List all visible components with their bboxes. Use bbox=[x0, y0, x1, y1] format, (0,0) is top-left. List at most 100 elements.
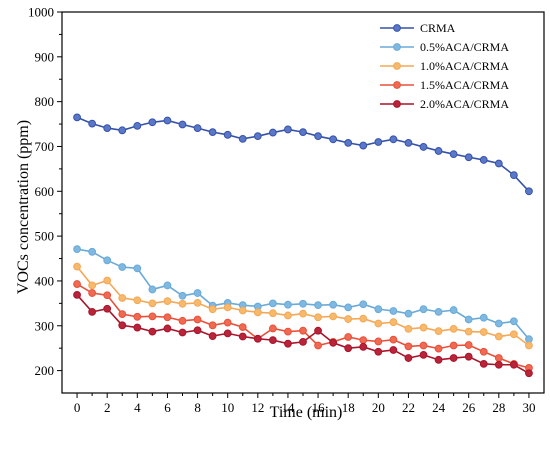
data-point-3-1 bbox=[88, 289, 97, 297]
legend-marker-4 bbox=[393, 100, 401, 108]
data-point-3-18 bbox=[344, 333, 353, 341]
data-point-4-24 bbox=[434, 355, 443, 364]
data-point-0-0 bbox=[73, 113, 81, 122]
data-point-3-2 bbox=[103, 291, 112, 300]
data-point-2-14 bbox=[284, 311, 292, 320]
data-point-4-20 bbox=[374, 347, 383, 356]
legend-marker-2 bbox=[393, 62, 401, 70]
data-point-1-27 bbox=[479, 313, 488, 322]
data-point-0-30 bbox=[525, 187, 533, 196]
data-point-3-26 bbox=[464, 341, 473, 349]
data-point-4-29 bbox=[509, 360, 518, 369]
data-point-1-13 bbox=[268, 299, 277, 308]
y-tick-label: 500 bbox=[35, 229, 55, 244]
data-point-0-17 bbox=[329, 135, 338, 144]
data-point-3-14 bbox=[284, 327, 292, 336]
data-point-4-27 bbox=[479, 359, 488, 368]
data-point-3-9 bbox=[208, 321, 217, 330]
data-point-4-10 bbox=[223, 329, 232, 338]
data-point-0-29 bbox=[509, 171, 518, 180]
data-point-4-1 bbox=[88, 307, 97, 316]
x-tick-label: 26 bbox=[462, 400, 476, 415]
data-point-1-20 bbox=[374, 305, 383, 314]
y-tick-label: 300 bbox=[35, 318, 55, 333]
data-point-2-21 bbox=[389, 318, 398, 327]
data-point-1-6 bbox=[163, 281, 172, 290]
data-point-0-12 bbox=[253, 132, 262, 141]
data-point-2-29 bbox=[509, 330, 518, 339]
y-axis-title: VOCs concentration (ppm) bbox=[15, 120, 32, 294]
data-point-4-11 bbox=[238, 332, 247, 341]
data-point-1-0 bbox=[73, 245, 81, 254]
data-point-2-6 bbox=[163, 297, 172, 306]
data-point-3-28 bbox=[494, 354, 503, 362]
data-point-1-3 bbox=[118, 263, 127, 271]
data-point-3-11 bbox=[238, 323, 247, 332]
data-point-1-2 bbox=[103, 256, 112, 265]
data-point-2-17 bbox=[329, 312, 338, 321]
legend-marker-3 bbox=[393, 81, 401, 89]
y-tick-label: 1000 bbox=[28, 5, 54, 20]
data-point-2-4 bbox=[133, 296, 142, 305]
data-point-2-18 bbox=[344, 315, 353, 323]
data-point-4-17 bbox=[329, 338, 338, 347]
data-point-4-2 bbox=[103, 304, 112, 313]
data-point-1-24 bbox=[434, 307, 443, 316]
data-point-3-20 bbox=[374, 337, 383, 346]
legend-label-3: 1.5%ACA/CRMA bbox=[420, 78, 509, 92]
y-tick-label: 200 bbox=[35, 363, 55, 378]
data-point-0-11 bbox=[238, 134, 247, 143]
data-point-0-23 bbox=[419, 143, 428, 151]
data-point-2-0 bbox=[73, 262, 81, 271]
data-point-0-21 bbox=[389, 135, 398, 144]
x-tick-label: 12 bbox=[251, 400, 264, 415]
data-point-2-30 bbox=[525, 341, 533, 350]
data-point-1-15 bbox=[299, 299, 307, 308]
data-point-4-9 bbox=[208, 332, 217, 340]
data-point-4-16 bbox=[314, 326, 322, 335]
data-point-3-10 bbox=[223, 318, 232, 327]
x-tick-label: 20 bbox=[372, 400, 385, 415]
data-point-0-4 bbox=[133, 121, 142, 130]
data-point-3-4 bbox=[133, 312, 142, 321]
data-point-2-7 bbox=[178, 299, 187, 308]
y-tick-label: 800 bbox=[35, 94, 55, 109]
data-point-0-13 bbox=[268, 128, 277, 137]
data-point-3-3 bbox=[118, 310, 127, 319]
data-point-0-6 bbox=[163, 116, 172, 125]
data-point-2-27 bbox=[479, 328, 488, 336]
x-tick-label: 8 bbox=[194, 400, 201, 415]
data-point-4-19 bbox=[359, 342, 368, 351]
data-point-0-7 bbox=[178, 120, 187, 129]
data-point-4-23 bbox=[419, 351, 428, 359]
y-tick-label: 900 bbox=[35, 49, 55, 64]
data-point-2-20 bbox=[374, 319, 383, 328]
x-tick-label: 28 bbox=[492, 400, 505, 415]
data-point-2-2 bbox=[103, 276, 112, 285]
data-point-1-17 bbox=[329, 300, 338, 309]
data-point-2-26 bbox=[464, 327, 473, 336]
data-point-0-9 bbox=[208, 128, 217, 137]
data-point-4-3 bbox=[118, 321, 127, 330]
x-tick-label: 6 bbox=[164, 400, 171, 415]
data-point-3-7 bbox=[178, 316, 187, 325]
data-point-3-16 bbox=[314, 341, 322, 350]
data-point-2-12 bbox=[253, 308, 262, 317]
data-point-4-25 bbox=[449, 354, 458, 362]
data-point-4-26 bbox=[464, 352, 473, 361]
data-point-0-15 bbox=[299, 128, 307, 137]
data-point-1-29 bbox=[509, 317, 518, 326]
data-point-3-0 bbox=[73, 280, 81, 288]
data-point-3-15 bbox=[299, 326, 307, 335]
y-tick-label: 400 bbox=[35, 273, 55, 288]
data-point-3-24 bbox=[434, 344, 443, 353]
data-point-4-30 bbox=[525, 369, 533, 378]
data-point-3-23 bbox=[419, 341, 428, 350]
x-tick-label: 18 bbox=[342, 400, 355, 415]
axes: 0 2 4 6 8 10 12 14 16 18 20 22 24 26 28 302003004005006… bbox=[28, 5, 545, 415]
data-point-2-13 bbox=[268, 309, 277, 318]
x-tick-label: 14 bbox=[281, 400, 295, 415]
data-point-3-25 bbox=[449, 341, 458, 350]
